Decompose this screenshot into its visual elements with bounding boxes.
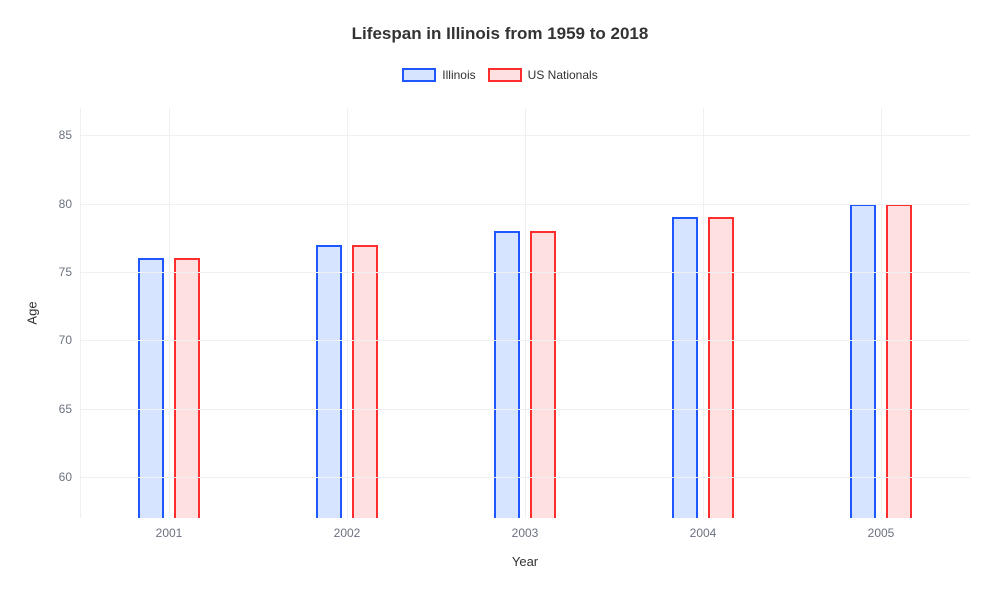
plot-area: 60657075808520012002200320042005 (80, 108, 970, 518)
y-axis-label: Age (25, 301, 40, 324)
bar (530, 231, 556, 518)
gridline-v (347, 108, 348, 518)
x-tick-label: 2002 (334, 518, 361, 540)
bar (174, 258, 200, 518)
gridline-v (169, 108, 170, 518)
x-axis-label: Year (512, 554, 538, 569)
bar (672, 217, 698, 518)
bar (708, 217, 734, 518)
y-tick-label: 75 (59, 265, 80, 279)
gridline-v (881, 108, 882, 518)
legend-item: Illinois (402, 68, 475, 82)
legend-label: Illinois (442, 68, 475, 82)
legend-item: US Nationals (488, 68, 598, 82)
legend-swatch (402, 68, 436, 82)
bar (494, 231, 520, 518)
gridline-v (525, 108, 526, 518)
y-tick-label: 65 (59, 402, 80, 416)
legend: Illinois US Nationals (0, 68, 1000, 82)
bar (138, 258, 164, 518)
legend-swatch (488, 68, 522, 82)
x-tick-label: 2004 (690, 518, 717, 540)
gridline-v (703, 108, 704, 518)
bar (886, 204, 912, 518)
chart-title: Lifespan in Illinois from 1959 to 2018 (0, 24, 1000, 44)
x-tick-label: 2005 (868, 518, 895, 540)
bar (850, 204, 876, 518)
y-tick-label: 60 (59, 470, 80, 484)
y-tick-label: 70 (59, 333, 80, 347)
legend-label: US Nationals (528, 68, 598, 82)
x-tick-label: 2003 (512, 518, 539, 540)
y-tick-label: 80 (59, 197, 80, 211)
x-tick-label: 2001 (156, 518, 183, 540)
y-tick-label: 85 (59, 128, 80, 142)
